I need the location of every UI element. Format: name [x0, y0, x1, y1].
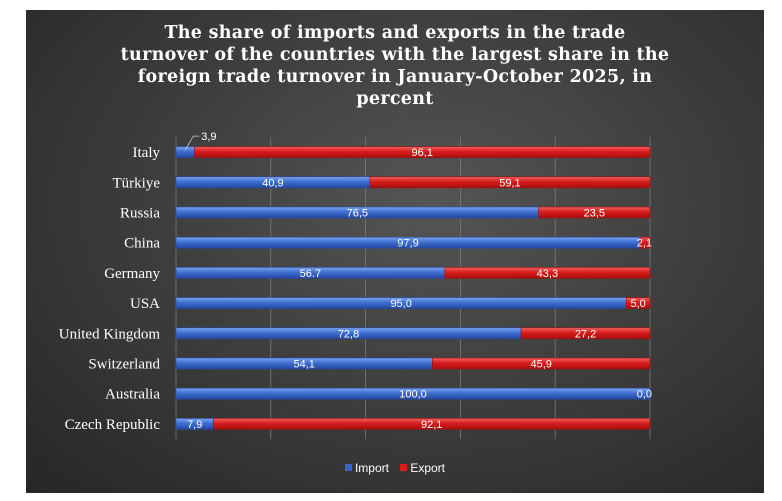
category-label: Czech Republic — [65, 417, 161, 433]
category-label: USA — [130, 296, 160, 312]
data-label-export: 0,0 — [637, 389, 652, 401]
legend-label-export: Export — [410, 461, 446, 475]
legend-item-export: Export — [400, 461, 445, 475]
chart-title: The share of imports and exports in the … — [26, 22, 764, 110]
chart-title-line: foreign trade turnover in January-Octobe… — [137, 67, 653, 87]
data-label-export: 45,9 — [531, 359, 552, 371]
data-label-export: 96,1 — [412, 147, 433, 159]
data-label-export: 43,3 — [537, 268, 558, 280]
data-label-import: 100,0 — [399, 389, 427, 401]
bar-export — [639, 236, 651, 249]
bar-export — [520, 327, 651, 340]
data-label-leader — [184, 135, 200, 151]
bar-export — [194, 146, 651, 158]
category-label: Türkiye — [113, 175, 161, 191]
data-label-import: 3,9 — [201, 131, 216, 143]
data-label-import: 97,9 — [397, 238, 418, 250]
data-label-import: 54,1 — [294, 359, 315, 371]
data-label-import: 7,9 — [187, 419, 202, 431]
legend-swatch-import — [344, 464, 352, 472]
chart-title-line: The share of imports and exports in the … — [164, 23, 626, 43]
bar-export — [444, 267, 651, 279]
legend-label-import: Import — [354, 461, 389, 475]
category-label: Switzerland — [88, 357, 160, 373]
legend-swatch-export — [400, 464, 408, 472]
data-label-import: 95,0 — [390, 298, 411, 310]
legend-item-import: Import — [344, 461, 389, 475]
data-label-import: 40,9 — [262, 177, 283, 189]
chart-title-line: percent — [356, 89, 434, 109]
bar-export — [213, 418, 651, 430]
data-label-export: 27,2 — [575, 328, 596, 340]
category-label: Italy — [133, 145, 161, 161]
chart-area — [26, 10, 764, 493]
data-label-import: 72,8 — [338, 328, 359, 340]
data-label-export: 2,1 — [637, 238, 652, 250]
bar-import — [175, 387, 651, 400]
data-label-export: 59,1 — [499, 177, 520, 189]
bar-export — [625, 297, 651, 309]
data-label-import: 76,5 — [347, 208, 368, 220]
chart-legend: Import Export — [26, 461, 764, 475]
category-label: Germany — [104, 266, 160, 282]
category-label: Russia — [120, 206, 160, 222]
data-label-import: 56.7 — [300, 268, 321, 280]
chart-title-line: turnover of the countries with the large… — [120, 45, 670, 65]
category-label: United Kingdom — [59, 326, 161, 342]
bar-import — [175, 146, 195, 158]
category-label: China — [124, 236, 160, 252]
data-label-export: 5,0 — [631, 298, 646, 310]
bar-export — [432, 357, 651, 370]
category-label: Australia — [105, 387, 160, 403]
data-label-export: 23,5 — [584, 208, 605, 220]
bar-export — [369, 176, 651, 189]
data-label-export: 92,1 — [421, 419, 442, 431]
bar-export — [538, 206, 651, 219]
